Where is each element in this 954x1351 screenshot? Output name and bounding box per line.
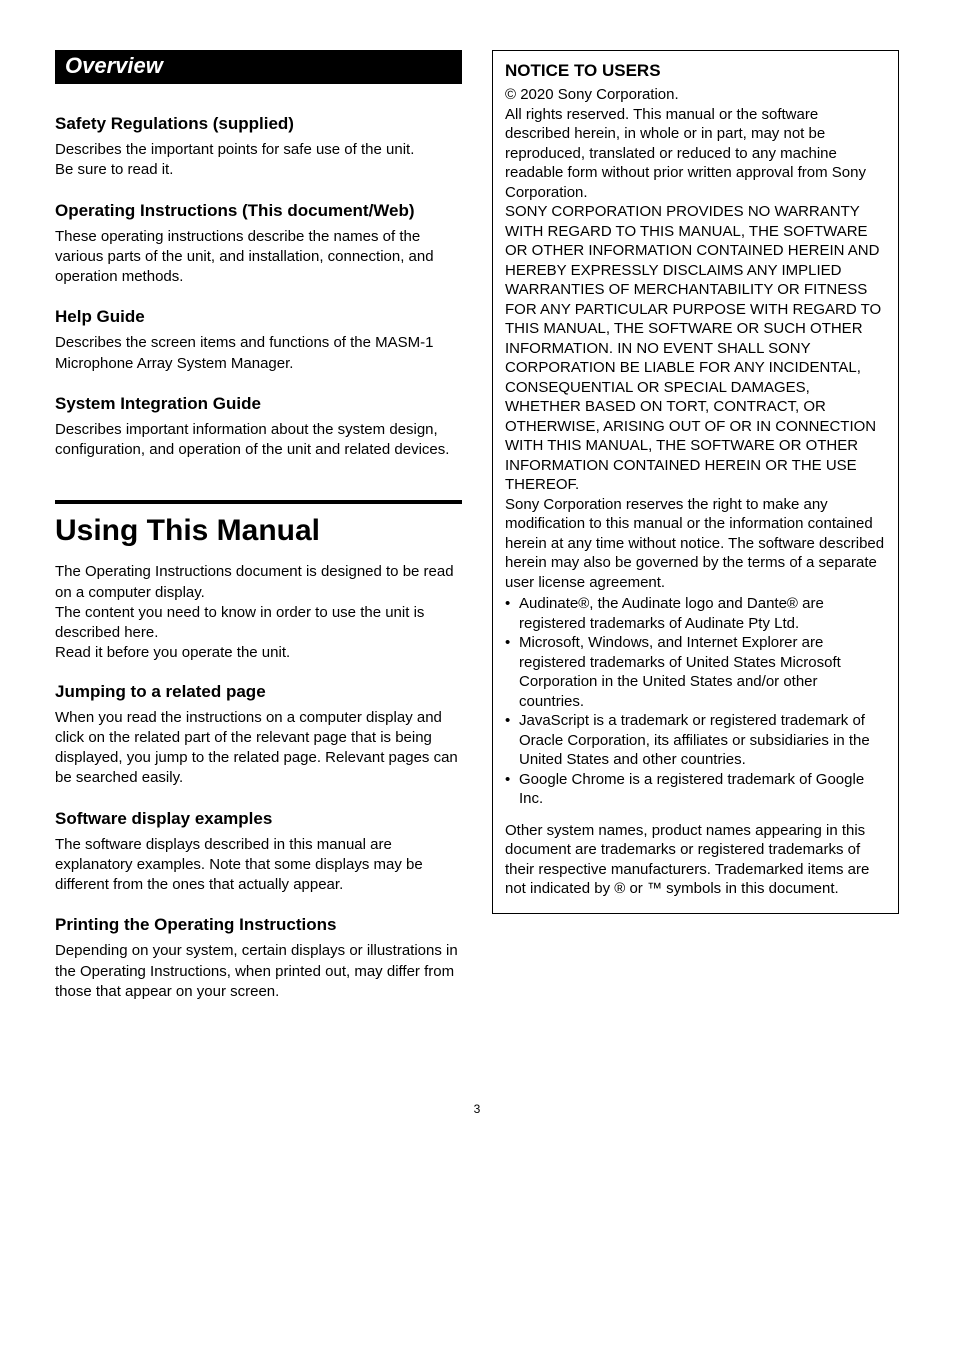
safety-text: Describes the important points for safe …: [55, 140, 462, 181]
notice-bullet: JavaScript is a trademark or registered …: [505, 711, 886, 770]
section-software-examples: Software display examples The software d…: [55, 809, 462, 896]
notice-bullet: Microsoft, Windows, and Internet Explore…: [505, 633, 886, 711]
section-safety: Safety Regulations (supplied) Describes …: [55, 114, 462, 181]
notice-title: NOTICE TO USERS: [505, 61, 886, 81]
notice-p2: SONY CORPORATION PROVIDES NO WARRANTY WI…: [505, 203, 881, 493]
section-system-integration: System Integration Guide Describes impor…: [55, 394, 462, 461]
notice-p4: Other system names, product names appear…: [505, 822, 869, 898]
heading-software: Software display examples: [55, 809, 462, 829]
heading-help: Help Guide: [55, 307, 462, 327]
section-divider: [55, 500, 462, 504]
notice-p1: All rights reserved. This manual or the …: [505, 106, 866, 201]
heading-printing: Printing the Operating Instructions: [55, 915, 462, 935]
sysint-text: Describes important information about th…: [55, 420, 462, 461]
notice-bullet-list: Audinate®, the Audinate logo and Dante® …: [505, 594, 886, 809]
right-column: NOTICE TO USERS © 2020 Sony Corporation.…: [492, 50, 899, 1022]
notice-box: NOTICE TO USERS © 2020 Sony Corporation.…: [492, 50, 899, 914]
heading-using-this-manual: Using This Manual: [55, 514, 462, 548]
software-text: The software displays described in this …: [55, 835, 462, 896]
page-number: 3: [55, 1102, 899, 1116]
safety-p1: Describes the important points for safe …: [55, 141, 414, 158]
help-text: Describes the screen items and functions…: [55, 333, 462, 374]
left-column: Overview Safety Regulations (supplied) D…: [55, 50, 462, 1022]
section-operating-instructions: Operating Instructions (This document/We…: [55, 201, 462, 288]
section-printing: Printing the Operating Instructions Depe…: [55, 915, 462, 1002]
notice-bullet: Audinate®, the Audinate logo and Dante® …: [505, 594, 886, 633]
using-intro-3: Read it before you operate the unit.: [55, 644, 290, 661]
section-jumping: Jumping to a related page When you read …: [55, 682, 462, 789]
notice-copyright: © 2020 Sony Corporation.: [505, 86, 679, 103]
heading-sysint: System Integration Guide: [55, 394, 462, 414]
notice-bullet: Google Chrome is a registered trademark …: [505, 770, 886, 809]
notice-body: © 2020 Sony Corporation. All rights rese…: [505, 85, 886, 899]
heading-jumping: Jumping to a related page: [55, 682, 462, 702]
overview-header: Overview: [55, 50, 462, 84]
section-help-guide: Help Guide Describes the screen items an…: [55, 307, 462, 374]
opins-text: These operating instructions describe th…: [55, 227, 462, 288]
notice-p3: Sony Corporation reserves the right to m…: [505, 496, 884, 591]
safety-p2: Be sure to read it.: [55, 161, 173, 178]
heading-safety: Safety Regulations (supplied): [55, 114, 462, 134]
heading-opins: Operating Instructions (This document/We…: [55, 201, 462, 221]
using-intro-2: The content you need to know in order to…: [55, 604, 424, 641]
using-intro-1: The Operating Instructions document is d…: [55, 563, 454, 600]
two-column-layout: Overview Safety Regulations (supplied) D…: [55, 50, 899, 1022]
printing-text: Depending on your system, certain displa…: [55, 941, 462, 1002]
jumping-text: When you read the instructions on a comp…: [55, 708, 462, 789]
using-intro: The Operating Instructions document is d…: [55, 562, 462, 663]
